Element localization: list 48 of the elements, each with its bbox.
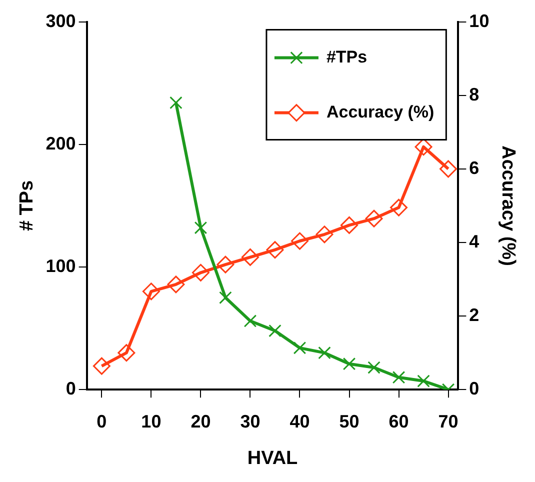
point [167, 276, 185, 294]
point [194, 221, 208, 234]
y2-tick-label: 0 [469, 378, 480, 399]
x-tick-label: 60 [388, 411, 409, 432]
point [390, 198, 408, 216]
point [170, 96, 182, 110]
x-axis-title: HVAL [247, 448, 298, 469]
point [293, 342, 306, 354]
x-tick-label: 70 [438, 411, 458, 432]
legend-label: #TPs [326, 47, 368, 66]
legend-label: Accuracy (%) [326, 102, 434, 122]
point [266, 241, 284, 259]
point [118, 344, 136, 362]
y2-tick-label: 4 [469, 231, 480, 252]
point [142, 282, 160, 300]
point [318, 346, 331, 360]
y-axis-title: # TPs [16, 180, 38, 232]
y-tick-label: 0 [66, 378, 76, 399]
y-tick-label: 100 [46, 256, 76, 276]
point [241, 248, 259, 266]
y2-axis-title: Accuracy (%) [497, 146, 518, 266]
point [244, 314, 257, 328]
point [316, 226, 334, 244]
x-tick-label: 20 [190, 411, 211, 432]
point [340, 216, 358, 234]
y2-tick-label: 8 [469, 84, 480, 104]
y-tick-label: 200 [46, 133, 76, 154]
y-tick-label: 300 [46, 10, 76, 31]
point [219, 291, 232, 304]
y2-tick-label: 10 [469, 10, 490, 31]
point [440, 160, 458, 178]
x-tick-label: 50 [339, 411, 360, 432]
y2-tick-label: 6 [469, 158, 480, 178]
x-tick-label: 0 [96, 411, 107, 432]
x-tick-label: 40 [290, 411, 310, 432]
point [92, 357, 110, 375]
point [192, 264, 210, 282]
point [392, 370, 406, 384]
point [342, 357, 356, 370]
point [290, 232, 308, 250]
point [365, 210, 383, 228]
x-tick-label: 30 [240, 411, 260, 432]
y2-tick-label: 2 [469, 305, 480, 326]
x-tick-label: 10 [141, 411, 162, 432]
point [368, 361, 380, 374]
point [216, 256, 234, 274]
point [268, 324, 282, 338]
point [417, 374, 430, 388]
